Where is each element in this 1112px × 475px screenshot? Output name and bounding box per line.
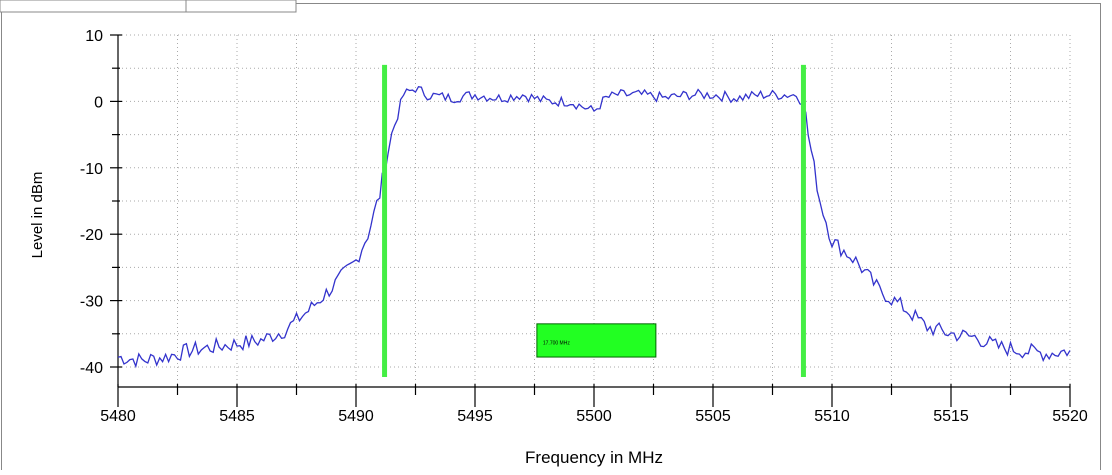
y-axis-title: Level in dBm [29, 172, 46, 259]
top-left-tab [0, 0, 297, 13]
panel-border [1, 3, 1101, 474]
axes: 10 0 -10 -20 -30 -40 5480 5485 5490 5495 5500 5505 5… [80, 28, 1088, 425]
x-tick-label: 5495 [457, 408, 493, 425]
bandwidth-annotation-box [536, 323, 657, 358]
bandwidth-annotation-text: 17.700 MHz [543, 340, 570, 346]
x-tick-label: 5510 [814, 408, 850, 425]
x-tick-label: 5490 [338, 408, 374, 425]
spectrum-trace [117, 85, 1071, 369]
x-tick-label: 5500 [576, 408, 612, 425]
x-tick-label: 5485 [219, 408, 255, 425]
y-tick-label: 10 [85, 28, 103, 45]
x-axis-title: Frequency in MHz [525, 448, 663, 467]
annotation-layer: 17.700 MHz [536, 323, 657, 358]
y-tick-label: -20 [80, 227, 103, 244]
x-tick-label: 5515 [933, 408, 969, 425]
series-layer [117, 85, 1071, 369]
x-tick-label: 5480 [100, 408, 136, 425]
y-tick-label: 0 [94, 94, 103, 111]
marker-layer [382, 64, 806, 377]
x-tick-label: 5505 [695, 408, 731, 425]
y-tick-label: -30 [80, 294, 103, 311]
y-tick-label: -10 [80, 161, 103, 178]
y-tick-label: -40 [80, 360, 103, 377]
x-tick-label: 5520 [1052, 408, 1088, 425]
